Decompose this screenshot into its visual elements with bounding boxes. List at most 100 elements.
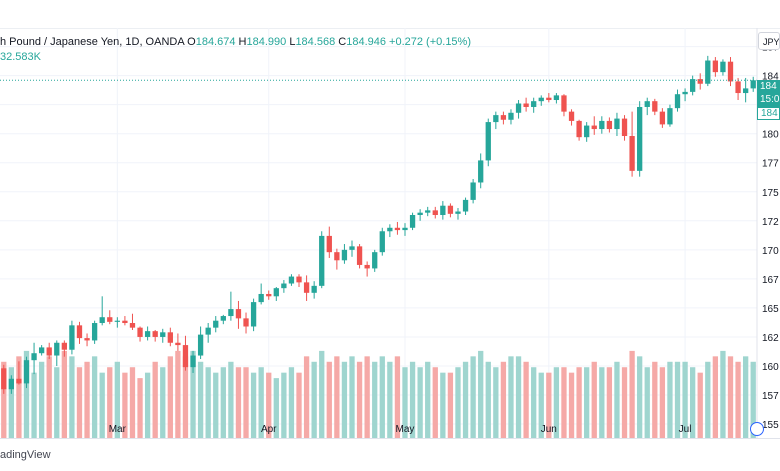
candle-body[interactable] bbox=[553, 95, 560, 101]
candle-body[interactable] bbox=[228, 309, 234, 317]
candle-body[interactable] bbox=[311, 285, 317, 293]
candle-body[interactable] bbox=[175, 342, 181, 346]
auto-scale-icon[interactable] bbox=[750, 422, 764, 436]
candle-body[interactable] bbox=[356, 246, 363, 265]
candle-body[interactable] bbox=[61, 342, 67, 350]
candle-body[interactable] bbox=[273, 288, 279, 297]
candle-body[interactable] bbox=[160, 332, 166, 337]
candle-body[interactable] bbox=[137, 327, 143, 337]
candle-body[interactable] bbox=[167, 332, 173, 343]
candle-body[interactable] bbox=[515, 103, 522, 113]
candle-body[interactable] bbox=[674, 94, 681, 109]
candle-body[interactable] bbox=[341, 249, 348, 261]
candle-body[interactable] bbox=[432, 210, 438, 215]
candle-body[interactable] bbox=[38, 347, 45, 354]
currency-button[interactable]: JPY bbox=[758, 32, 780, 50]
candle-body[interactable] bbox=[750, 80, 756, 89]
candle-body[interactable] bbox=[538, 97, 544, 102]
candle-body[interactable] bbox=[379, 231, 385, 253]
candle-body[interactable] bbox=[243, 318, 249, 327]
candle-body[interactable] bbox=[129, 323, 136, 328]
candle-body[interactable] bbox=[470, 182, 476, 200]
candle-body[interactable] bbox=[667, 108, 673, 125]
candle-body[interactable] bbox=[91, 323, 98, 341]
candle-body[interactable] bbox=[584, 125, 590, 138]
candle-body[interactable] bbox=[334, 252, 340, 261]
candle-body[interactable] bbox=[455, 211, 461, 214]
candle-body[interactable] bbox=[727, 61, 734, 82]
candle-body[interactable] bbox=[326, 235, 332, 253]
candle-body[interactable] bbox=[712, 60, 719, 73]
candle-body[interactable] bbox=[652, 101, 658, 112]
candle-body[interactable] bbox=[84, 338, 90, 341]
candle-body[interactable] bbox=[478, 160, 484, 183]
candle-body[interactable] bbox=[8, 378, 15, 390]
candle-body[interactable] bbox=[485, 122, 491, 161]
candle-body[interactable] bbox=[402, 227, 408, 231]
tradingview-logo-text[interactable]: adingView bbox=[0, 449, 51, 461]
candle-body[interactable] bbox=[349, 246, 355, 250]
candle-body[interactable] bbox=[659, 111, 666, 125]
candle-body[interactable] bbox=[576, 120, 582, 138]
candle-body[interactable] bbox=[258, 293, 264, 303]
candle-body[interactable] bbox=[508, 112, 514, 120]
candle-body[interactable] bbox=[387, 227, 393, 232]
candle-body[interactable] bbox=[144, 331, 151, 337]
candle-body[interactable] bbox=[531, 101, 537, 107]
candle-body[interactable] bbox=[561, 95, 567, 112]
time-axis[interactable]: MarAprMayJunJulAug bbox=[109, 424, 780, 435]
candle-body[interactable] bbox=[220, 316, 226, 321]
candle-body[interactable] bbox=[606, 120, 613, 130]
candle-body[interactable] bbox=[54, 342, 60, 356]
candle-body[interactable] bbox=[16, 378, 22, 384]
candle-body[interactable] bbox=[493, 115, 499, 123]
candle-body[interactable] bbox=[213, 320, 219, 328]
candle-body[interactable] bbox=[364, 264, 370, 269]
candle-body[interactable] bbox=[152, 331, 158, 337]
candle-body[interactable] bbox=[614, 118, 620, 130]
candle-body[interactable] bbox=[462, 199, 469, 212]
candle-body[interactable] bbox=[742, 88, 749, 94]
candle-body[interactable] bbox=[76, 325, 83, 339]
candle-body[interactable] bbox=[197, 334, 204, 356]
candle-body[interactable] bbox=[644, 101, 650, 107]
candle-body[interactable] bbox=[523, 103, 529, 107]
candle-body[interactable] bbox=[107, 317, 113, 322]
candle-body[interactable] bbox=[599, 120, 605, 130]
candle-body[interactable] bbox=[303, 282, 310, 293]
candle-body[interactable] bbox=[440, 205, 446, 215]
candle-body[interactable] bbox=[409, 214, 416, 228]
price-series[interactable] bbox=[1, 55, 756, 394]
candle-body[interactable] bbox=[190, 355, 196, 368]
candle-body[interactable] bbox=[500, 115, 507, 120]
candle-body[interactable] bbox=[99, 317, 105, 324]
symbol-description[interactable]: h Pound / Japanese Yen, 1D, OANDA bbox=[0, 36, 185, 48]
candle-body[interactable] bbox=[281, 283, 287, 289]
candle-body[interactable] bbox=[288, 276, 295, 284]
candle-body[interactable] bbox=[682, 91, 688, 95]
candle-body[interactable] bbox=[319, 235, 325, 286]
candle-body[interactable] bbox=[720, 61, 726, 73]
candle-body[interactable] bbox=[46, 347, 52, 356]
candle-body[interactable] bbox=[735, 81, 741, 94]
candle-body[interactable] bbox=[637, 106, 643, 171]
candle-body[interactable] bbox=[235, 309, 242, 319]
candle-body[interactable] bbox=[629, 136, 635, 171]
candle-body[interactable] bbox=[1, 368, 7, 390]
candle-body[interactable] bbox=[31, 353, 37, 361]
candle-body[interactable] bbox=[266, 293, 272, 297]
candle-body[interactable] bbox=[69, 325, 75, 350]
candle-body[interactable] bbox=[697, 79, 703, 84]
candle-body[interactable] bbox=[591, 125, 597, 130]
candle-body[interactable] bbox=[568, 111, 575, 121]
candle-body[interactable] bbox=[546, 97, 552, 101]
candle-body[interactable] bbox=[621, 118, 628, 137]
candle-body[interactable] bbox=[296, 276, 302, 283]
candle-body[interactable] bbox=[114, 320, 120, 322]
candle-body[interactable] bbox=[250, 302, 257, 327]
candle-body[interactable] bbox=[447, 205, 454, 214]
candle-body[interactable] bbox=[372, 252, 378, 269]
candle-body[interactable] bbox=[23, 360, 30, 384]
candle-body[interactable] bbox=[394, 227, 401, 231]
